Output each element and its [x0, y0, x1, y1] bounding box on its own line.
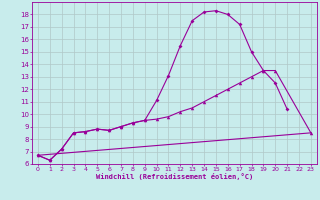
X-axis label: Windchill (Refroidissement éolien,°C): Windchill (Refroidissement éolien,°C) — [96, 173, 253, 180]
